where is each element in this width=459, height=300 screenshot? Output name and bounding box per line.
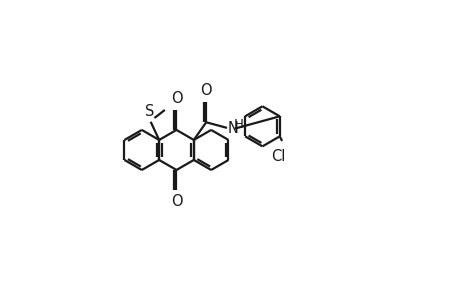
Text: O: O [170, 91, 182, 106]
Text: O: O [170, 194, 182, 209]
Text: N: N [227, 121, 238, 136]
Text: H: H [234, 118, 243, 130]
Text: O: O [200, 83, 212, 98]
Text: Cl: Cl [270, 149, 285, 164]
Text: S: S [145, 104, 154, 119]
